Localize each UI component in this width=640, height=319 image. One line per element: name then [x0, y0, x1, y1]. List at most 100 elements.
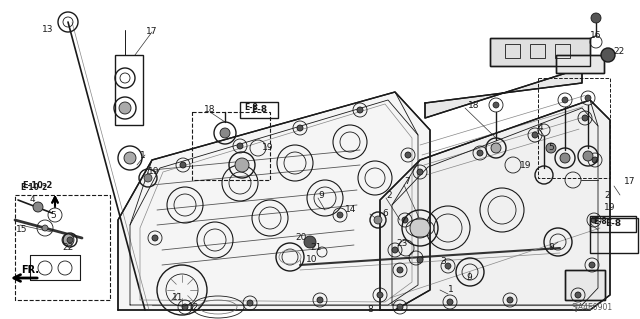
Circle shape [235, 158, 249, 172]
Bar [590, 218, 638, 253]
Text: 18: 18 [468, 100, 479, 109]
Circle shape [392, 247, 398, 253]
Text: 2: 2 [604, 191, 610, 201]
Text: 17: 17 [624, 177, 636, 187]
Bar [565, 270, 605, 300]
Circle shape [304, 236, 316, 248]
Text: 21: 21 [310, 243, 321, 253]
Polygon shape [118, 92, 430, 310]
Bar [15, 195, 110, 300]
Bar [115, 55, 143, 125]
Text: 3: 3 [440, 257, 445, 266]
Bar [530, 44, 545, 58]
Circle shape [417, 257, 423, 263]
Bar [192, 112, 270, 180]
Circle shape [317, 297, 323, 303]
Circle shape [180, 162, 186, 168]
Text: 4: 4 [30, 196, 36, 204]
Circle shape [589, 262, 595, 268]
Text: 17: 17 [147, 27, 157, 36]
Circle shape [182, 304, 188, 310]
Circle shape [152, 235, 158, 241]
Circle shape [220, 128, 230, 138]
Circle shape [591, 217, 597, 223]
Text: E-10-2: E-10-2 [20, 183, 47, 192]
Text: 9: 9 [466, 273, 472, 283]
Text: 5: 5 [50, 211, 56, 219]
Text: FR.: FR. [21, 265, 39, 275]
Circle shape [532, 132, 538, 138]
Circle shape [560, 153, 570, 163]
Circle shape [237, 143, 243, 149]
Polygon shape [380, 100, 610, 310]
Bar [490, 38, 590, 66]
Text: E-8: E-8 [593, 218, 607, 226]
Circle shape [582, 115, 588, 121]
Circle shape [124, 152, 136, 164]
Bar [490, 38, 590, 66]
Text: 23: 23 [396, 239, 408, 248]
Bar [538, 78, 610, 178]
Text: 22: 22 [613, 48, 624, 56]
Circle shape [374, 216, 382, 224]
Circle shape [397, 267, 403, 273]
Circle shape [477, 150, 483, 156]
Circle shape [575, 292, 581, 298]
Circle shape [247, 300, 253, 306]
Text: 4: 4 [538, 123, 543, 132]
Text: 9: 9 [318, 190, 324, 199]
Circle shape [546, 143, 556, 153]
Text: 10: 10 [306, 256, 317, 264]
Circle shape [491, 143, 501, 153]
Circle shape [357, 107, 363, 113]
Circle shape [583, 151, 593, 161]
Text: 5: 5 [548, 144, 554, 152]
Text: 9: 9 [548, 243, 554, 253]
Bar [556, 55, 604, 73]
Text: 20: 20 [295, 234, 307, 242]
Circle shape [585, 95, 591, 101]
Circle shape [62, 234, 74, 246]
Circle shape [67, 237, 73, 243]
Circle shape [42, 225, 48, 231]
Text: 2: 2 [386, 190, 392, 199]
Text: E-8: E-8 [244, 102, 258, 112]
Circle shape [562, 97, 568, 103]
Text: 19: 19 [604, 204, 616, 212]
Circle shape [410, 218, 430, 238]
Text: 13: 13 [42, 26, 54, 34]
Bar [556, 55, 604, 73]
Circle shape [337, 212, 343, 218]
Circle shape [507, 297, 513, 303]
Circle shape [402, 217, 408, 223]
Text: 22: 22 [62, 243, 73, 253]
Text: E-8: E-8 [605, 219, 621, 228]
Circle shape [397, 304, 403, 310]
Text: 1: 1 [448, 286, 454, 294]
Circle shape [417, 169, 423, 175]
Text: 16: 16 [590, 31, 602, 40]
Text: 11: 11 [172, 293, 184, 302]
Circle shape [591, 13, 601, 23]
Text: 7: 7 [404, 177, 410, 187]
Circle shape [297, 125, 303, 131]
Circle shape [445, 263, 451, 269]
Bar [240, 102, 278, 118]
Circle shape [447, 299, 453, 305]
Text: 6: 6 [382, 210, 388, 219]
Bar [505, 44, 520, 58]
Circle shape [377, 292, 383, 298]
Text: 19: 19 [262, 144, 273, 152]
Circle shape [144, 174, 152, 182]
Text: 15: 15 [16, 226, 28, 234]
Circle shape [592, 157, 598, 163]
Text: 14: 14 [345, 205, 356, 214]
Bar [565, 270, 605, 300]
Text: 1: 1 [140, 151, 146, 160]
Text: 18: 18 [204, 106, 216, 115]
Bar [555, 44, 570, 58]
Circle shape [119, 102, 131, 114]
Circle shape [33, 202, 43, 212]
Text: E-8: E-8 [251, 106, 267, 115]
Text: E-10-2: E-10-2 [22, 182, 52, 190]
